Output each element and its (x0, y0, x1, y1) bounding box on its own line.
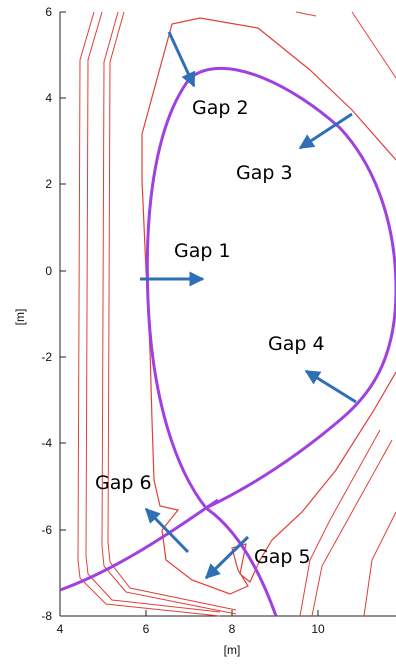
y-tick-label: -8 (41, 609, 52, 623)
y-tick-label: 4 (45, 91, 52, 105)
gap-1-label: Gap 1 (174, 240, 231, 262)
gap-2-label: Gap 2 (192, 97, 249, 119)
outer-wall-2 (101, 11, 237, 615)
gap-5-arrow (204, 535, 250, 580)
y-tick-label: -2 (41, 350, 52, 364)
x-tick-label: 8 (229, 622, 236, 636)
gap-2-arrow (167, 31, 196, 88)
gap-5-label: Gap 5 (254, 546, 311, 568)
separatrix-xpoint (205, 498, 219, 510)
y-tick-label: 6 (45, 5, 52, 19)
vessel-outlines (77, 11, 396, 617)
gap-4-arrow (304, 369, 357, 404)
y-tick-label: -6 (41, 523, 52, 537)
gap-3-arrow (298, 112, 353, 150)
y-tick-label: 2 (45, 177, 52, 191)
axes (59, 11, 396, 617)
outer-wall-1 (77, 11, 221, 617)
gap-6-label: Gap 6 (95, 472, 152, 494)
gap-3-label: Gap 3 (236, 162, 293, 184)
gap-4-label: Gap 4 (268, 333, 325, 355)
separatrix-leg-right (205, 506, 278, 617)
outer-wall-right (299, 429, 393, 617)
first-wall (141, 17, 396, 595)
y-tick-label: 0 (45, 264, 52, 278)
outer-wall-top-right (295, 11, 396, 79)
separatrix-core (145, 66, 396, 510)
x-axis-label: [m] (224, 643, 241, 657)
x-tick-label: 4 (57, 622, 64, 636)
x-tick-label: 6 (143, 622, 150, 636)
y-tick-label: -4 (41, 436, 52, 450)
separatrix-leg-left (59, 506, 207, 592)
x-tick-label: 10 (311, 622, 325, 636)
plasma-boundary (59, 66, 396, 617)
gap-6-arrow (144, 507, 190, 554)
outer-wall-far-right (363, 511, 396, 617)
gap-arrows (140, 31, 357, 580)
y-axis-label: [m] (13, 309, 27, 326)
